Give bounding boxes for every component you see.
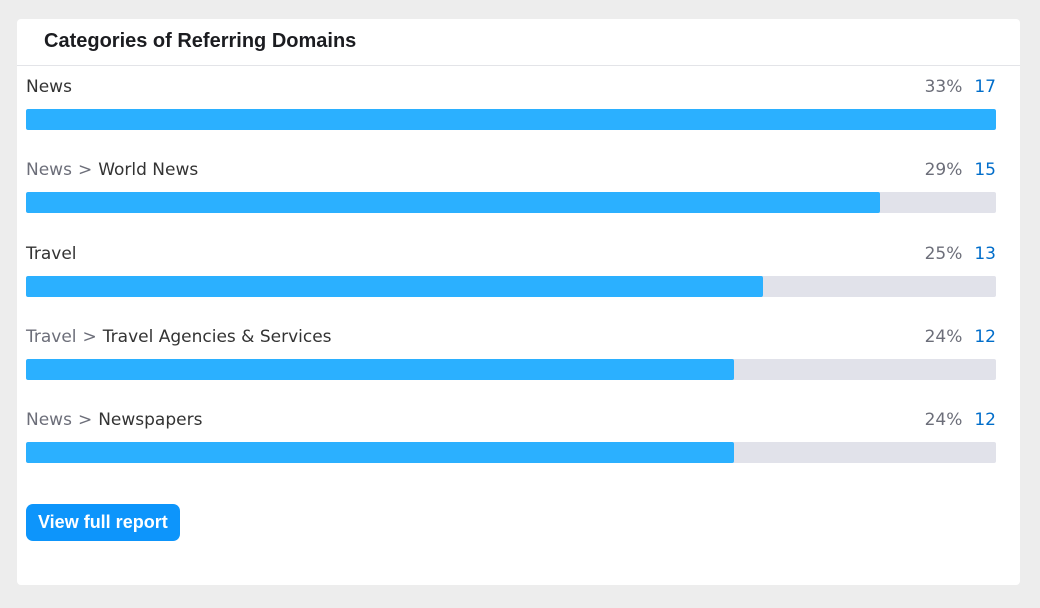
category-row: News > Newspapers 24% 12 — [26, 405, 996, 488]
category-bar-fill — [26, 109, 996, 130]
card-header: Categories of Referring Domains — [17, 19, 1020, 66]
category-row: News > World News 29% 15 — [26, 155, 996, 238]
category-stats: 24% 12 — [925, 409, 996, 431]
category-percent: 24% — [924, 326, 963, 347]
category-bar-fill — [26, 442, 735, 463]
category-bar-fill — [26, 192, 880, 214]
category-name: World News — [98, 160, 199, 181]
category-stats: 25% 13 — [925, 243, 996, 265]
category-name: Travel Agencies & Services — [102, 326, 332, 347]
breadcrumb-separator: > — [77, 410, 93, 430]
category-bar-track — [26, 358, 996, 380]
category-bar-track — [26, 109, 996, 130]
category-percent: 25% — [924, 243, 963, 264]
category-bar-track — [26, 275, 996, 297]
category-row: Travel > Travel Agencies & Services 24% 12 — [26, 322, 996, 405]
category-name: Travel — [26, 243, 77, 264]
category-stats: 29% 15 — [925, 159, 996, 181]
category-bar-fill — [26, 275, 764, 297]
category-parent: News — [26, 410, 72, 430]
category-bar-fill — [26, 358, 735, 380]
view-full-report-button[interactable]: View full report — [26, 504, 180, 541]
category-count-link[interactable]: 13 — [974, 243, 996, 264]
category-list: News 33% 17 News > World News 29% 15 Travel … — [26, 72, 996, 488]
category-parent: News — [26, 160, 72, 181]
category-stats: 33% 17 — [925, 76, 996, 98]
category-percent: 33% — [924, 77, 963, 97]
category-label: News > Newspapers — [26, 409, 202, 431]
breadcrumb-separator: > — [77, 160, 93, 181]
category-label: Travel > Travel Agencies & Services — [26, 326, 332, 348]
category-name: Newspapers — [98, 410, 203, 430]
category-label: Travel — [26, 243, 77, 265]
category-count-link[interactable]: 12 — [974, 410, 996, 430]
category-count-link[interactable]: 17 — [974, 77, 996, 97]
category-row: Travel 25% 13 — [26, 239, 996, 322]
category-count-link[interactable]: 12 — [974, 326, 996, 347]
category-bar-track — [26, 442, 996, 463]
category-label: News > World News — [26, 159, 198, 181]
breadcrumb-separator: > — [82, 326, 97, 347]
category-stats: 24% 12 — [925, 326, 996, 348]
category-count-link[interactable]: 15 — [974, 160, 996, 181]
category-bar-track — [26, 192, 996, 214]
category-percent: 24% — [924, 410, 963, 430]
category-label: News — [26, 76, 72, 98]
category-parent: Travel — [26, 326, 77, 347]
card-title: Categories of Referring Domains — [44, 30, 357, 52]
category-percent: 29% — [924, 160, 963, 181]
category-row: News 33% 17 — [26, 72, 996, 155]
category-name: News — [26, 77, 72, 97]
